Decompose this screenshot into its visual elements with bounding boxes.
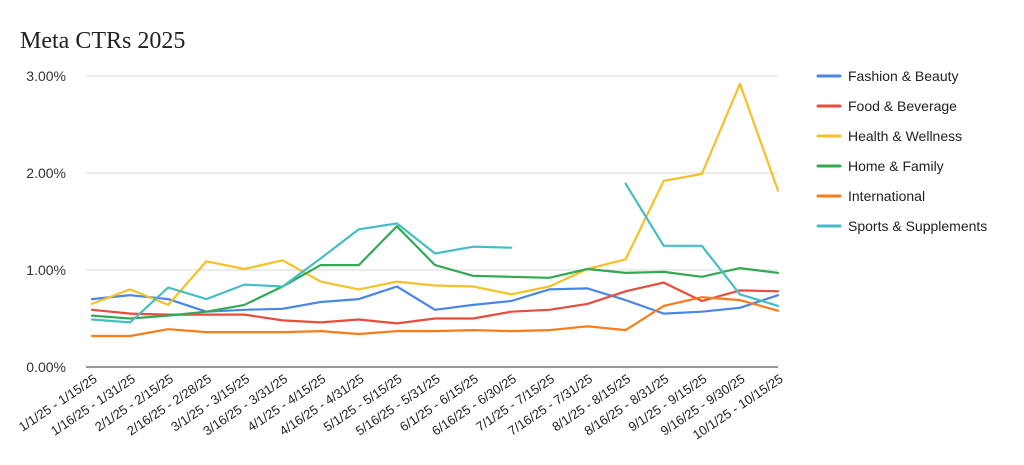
- series-lines: [90, 82, 780, 338]
- series-line: [90, 82, 780, 306]
- series-line: [90, 296, 780, 338]
- legend-item: Food & Beverage: [816, 98, 957, 114]
- series-fashion-beauty: [90, 285, 780, 315]
- legend-item: Sports & Supplements: [816, 218, 987, 234]
- series-line: [90, 225, 780, 320]
- legend: Fashion & Beauty Food & Beverage Health & …: [816, 68, 987, 234]
- y-axis-ticks: 0.00% 1.00% 2.00% 3.00%: [26, 68, 66, 375]
- chart-title: Meta CTRs 2025: [20, 28, 185, 54]
- series-international: [90, 296, 780, 338]
- legend-item: Health & Wellness: [816, 128, 962, 144]
- y-tick-label: 1.00%: [26, 262, 66, 278]
- legend-item: Fashion & Beauty: [816, 68, 959, 84]
- y-tick-label: 2.00%: [26, 165, 66, 181]
- series-line: [624, 182, 780, 307]
- x-axis-ticks: 1/1/25 - 1/15/251/16/25 - 1/31/252/1/25 …: [16, 371, 786, 442]
- legend-label: Sports & Supplements: [848, 218, 987, 234]
- y-tick-label: 3.00%: [26, 68, 66, 84]
- legend-label: Home & Family: [848, 158, 944, 174]
- legend-label: Fashion & Beauty: [848, 68, 959, 84]
- y-tick-label: 0.00%: [26, 359, 66, 375]
- series-line: [90, 222, 513, 324]
- legend-item: International: [816, 188, 925, 204]
- legend-label: Health & Wellness: [848, 128, 962, 144]
- legend-label: International: [848, 188, 925, 204]
- gridlines: [86, 75, 778, 271]
- series-health-wellness: [90, 82, 780, 306]
- series-sports-supplements: [90, 182, 780, 324]
- series-line: [90, 281, 780, 325]
- series-food-beverage: [90, 281, 780, 325]
- series-home-family: [90, 225, 780, 320]
- legend-item: Home & Family: [816, 158, 944, 174]
- series-line: [90, 285, 780, 315]
- legend-label: Food & Beverage: [848, 98, 957, 114]
